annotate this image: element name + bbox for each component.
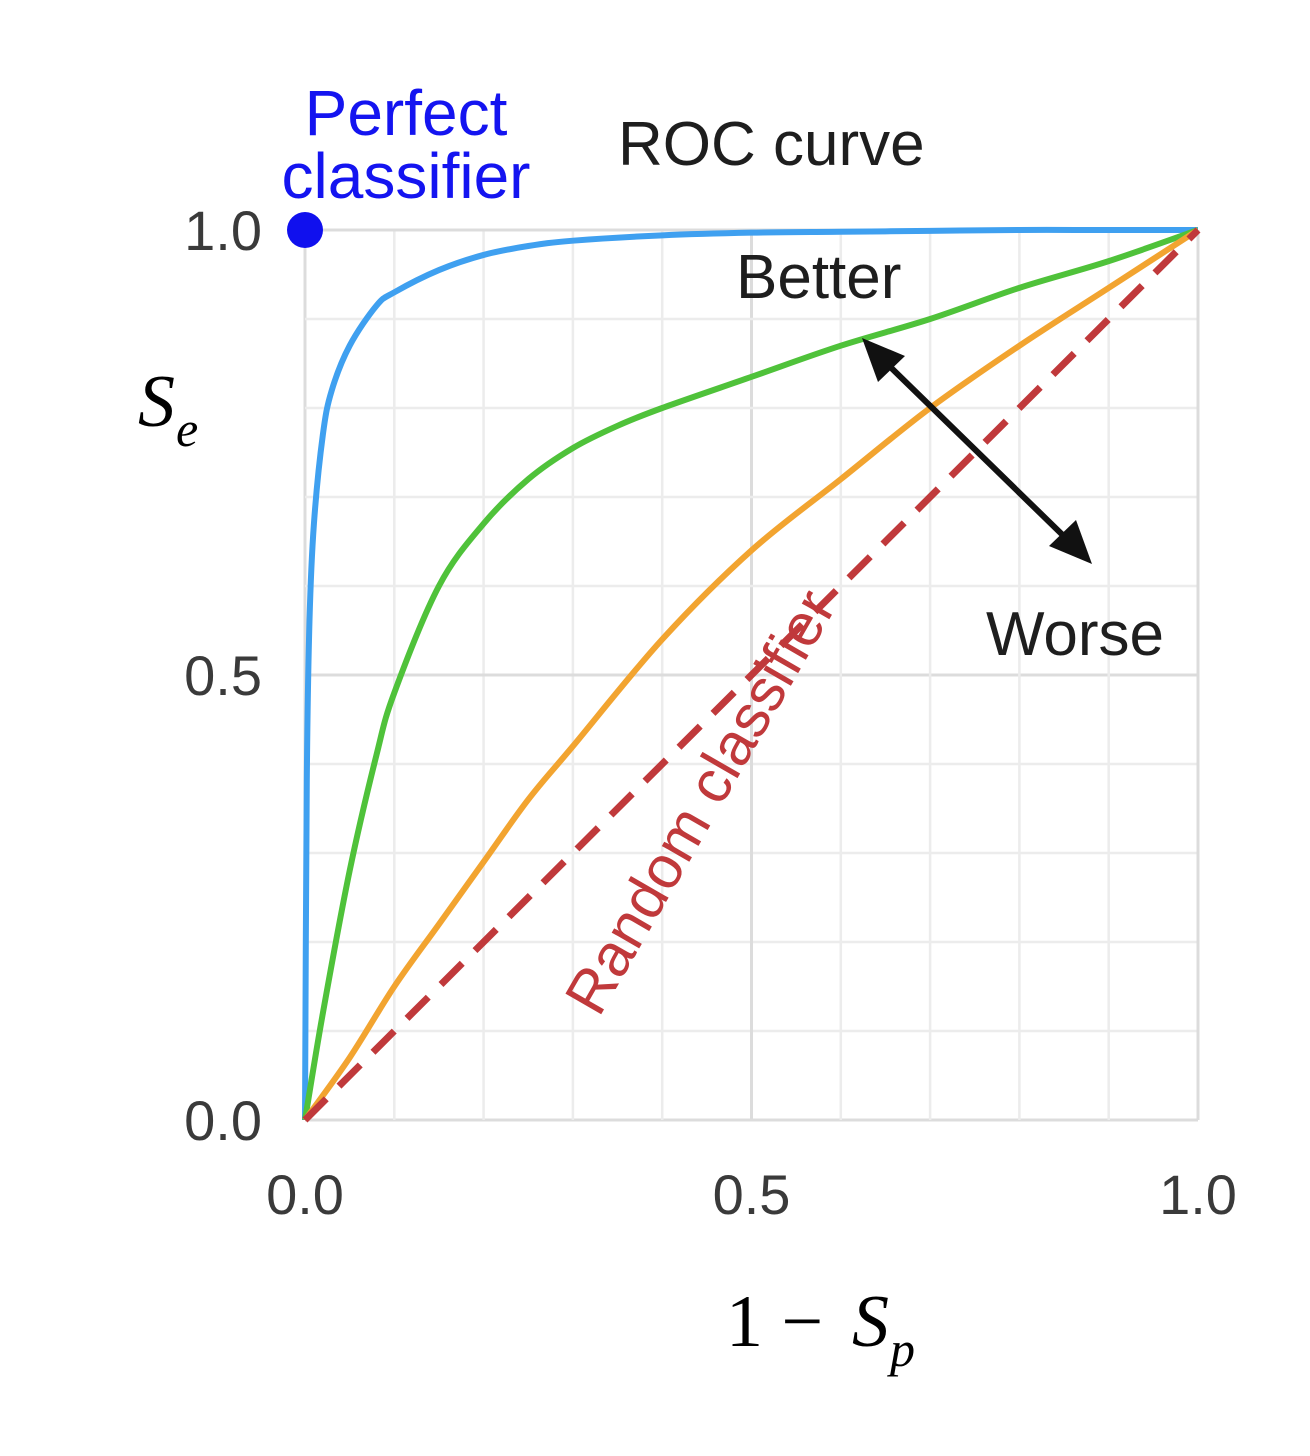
perfect-classifier-label-line2: classifier — [282, 140, 531, 212]
x-tick-label: 1.0 — [1159, 1163, 1237, 1226]
roc-curve-2 — [302, 227, 1199, 1121]
perfect-classifier-label-line1: Perfect — [305, 77, 508, 149]
x-tick-label: 0.5 — [713, 1163, 791, 1226]
roc-curve-3 — [302, 227, 1200, 1122]
worse-label: Worse — [986, 600, 1164, 669]
x-axis-label-symbol: S — [852, 1281, 889, 1363]
x-axis-label-prefix: 1 − — [726, 1281, 842, 1363]
better-label: Better — [736, 243, 901, 312]
y-axis-label-symbol: S — [138, 361, 175, 443]
better-worse-arrow — [862, 338, 1092, 564]
random-classifier-line — [302, 227, 1201, 1123]
random-classifier-label: Random classifier — [552, 579, 848, 1025]
chart-series — [287, 212, 1201, 1123]
y-axis-label-subscript: e — [176, 401, 198, 457]
x-tick-label: 0.0 — [266, 1163, 344, 1226]
y-tick-label: 1.0 — [184, 199, 262, 262]
y-tick-label: 0.5 — [184, 644, 262, 707]
x-axis-label-subscript: p — [887, 1321, 915, 1377]
tick-labels: 0.0 0.5 1.0 0.0 0.5 1.0 — [184, 199, 1237, 1226]
roc-curve-1 — [302, 226, 1198, 1121]
perfect-classifier-point — [287, 212, 323, 248]
y-tick-label: 0.0 — [184, 1089, 262, 1152]
chart-title: ROC curve — [618, 110, 925, 179]
